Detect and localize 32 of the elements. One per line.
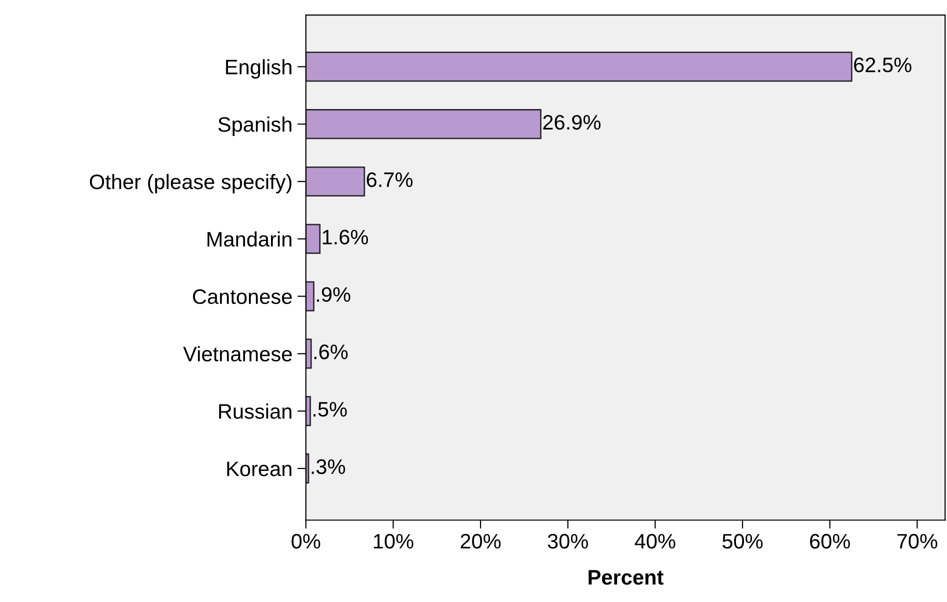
bar (306, 281, 314, 312)
x-tick-label: 50% (722, 534, 763, 549)
x-tick-label: 20% (460, 534, 501, 549)
data-label: .9% (317, 287, 350, 302)
data-label: 26.9% (543, 114, 601, 130)
x-tick-label: 10% (374, 534, 414, 549)
bar (306, 109, 542, 140)
data-label: 1.6% (322, 230, 368, 244)
y-tick-label: English (226, 59, 292, 79)
x-tick-label: 60% (810, 534, 850, 549)
bar (306, 396, 311, 426)
x-tick-label: 30% (548, 534, 588, 549)
bar (306, 338, 312, 369)
y-tick-label: Other (please specify) (90, 174, 292, 194)
data-label: .3% (312, 459, 346, 474)
bar (306, 52, 852, 82)
data-label: .6% (314, 344, 348, 360)
bar (306, 166, 366, 197)
y-tick-label: Vietnamese (183, 346, 292, 362)
y-tick-label: Mandarin (208, 231, 292, 247)
data-label: 6.7% (366, 172, 413, 188)
x-tick-label: 70% (897, 534, 938, 549)
bar (306, 224, 321, 254)
data-label: .5% (314, 402, 347, 417)
x-tick-label: 0% (292, 534, 320, 549)
x-tick-label: 40% (634, 534, 676, 549)
y-tick-label: Cantonese (192, 289, 292, 304)
y-tick-label: Spanish (218, 116, 292, 136)
y-tick-label: Russian (219, 404, 292, 419)
x-axis-title: Percent (588, 570, 664, 585)
y-tick-label: Korean (227, 462, 292, 476)
data-label: 62.5% (854, 58, 912, 72)
